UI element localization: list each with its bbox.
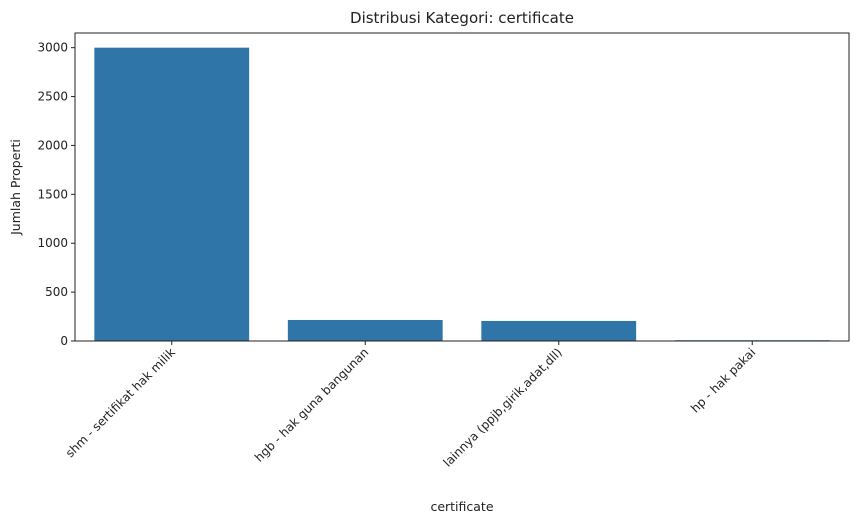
x-tick-label-3: hp - hak pakai	[688, 345, 758, 415]
y-tick-label-6: 3000	[37, 41, 68, 55]
x-axis-label: certificate	[430, 499, 493, 514]
plot-frame	[74, 32, 850, 342]
y-axis-label: Jumlah Properti	[8, 139, 23, 236]
y-axis: 0 500 1000 1500 2000 2500 3000	[37, 41, 75, 348]
y-tick-label-2: 1000	[37, 236, 68, 250]
x-axis: shm - sertifikat hak milik hgb - hak guna…	[63, 341, 758, 470]
chart-title: Distribusi Kategori: certificate	[350, 9, 574, 27]
bar-2	[481, 320, 637, 341]
bar-1	[287, 319, 443, 341]
y-tick-label-3: 1500	[37, 187, 68, 201]
x-tick-label-2: lainnya (ppjb,girik,adat,dll)	[440, 345, 564, 469]
bar-0	[94, 47, 250, 342]
x-tick-label-1: hgb - hak guna bangunan	[252, 345, 371, 464]
y-tick-label-0: 0	[60, 334, 68, 348]
bars-group	[94, 47, 830, 342]
y-tick-label-4: 2000	[37, 138, 68, 152]
y-tick-label-5: 2500	[37, 90, 68, 104]
y-tick-label-1: 500	[45, 285, 68, 299]
x-tick-label-0: shm - sertifikat hak milik	[63, 345, 178, 460]
